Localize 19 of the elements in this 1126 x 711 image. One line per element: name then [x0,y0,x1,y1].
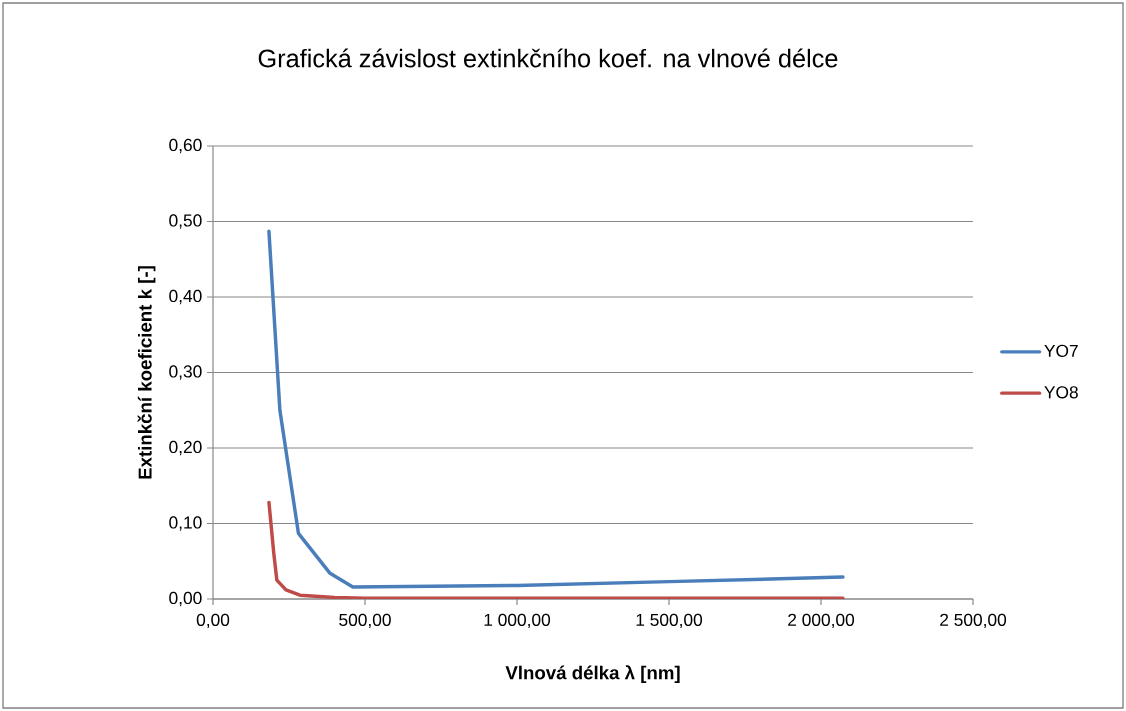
y-tick-label: 0,50 [169,214,202,229]
legend-label: YO7 [1044,344,1078,357]
y-tick-label: 0,40 [169,289,202,305]
x-tick-label: 2 500,00 [940,613,1007,629]
y-tick-label: 0,00 [169,591,202,607]
x-axis-title: Vlnová délka λ [nm] [505,665,680,684]
y-tick-label: 0,20 [169,440,202,456]
chart-title: Grafická závislost extinkčního koef. na vlnové délce [258,48,838,68]
y-tick-label: 0,60 [169,138,202,154]
x-tick-label: 2 000,00 [788,613,855,629]
x-tick-label: 1 000,00 [484,613,551,629]
y-tick-label: 0,10 [169,516,202,531]
y-tick-label: 0,30 [169,365,202,380]
legend-label: YO8 [1044,386,1078,399]
x-tick-label: 0,00 [196,613,230,629]
x-tick-label: 500,00 [339,613,391,629]
x-tick-label: 1 500,00 [636,613,703,629]
y-axis-title: Extinkční koeficient k [-] [137,266,156,479]
line-series [267,229,845,589]
